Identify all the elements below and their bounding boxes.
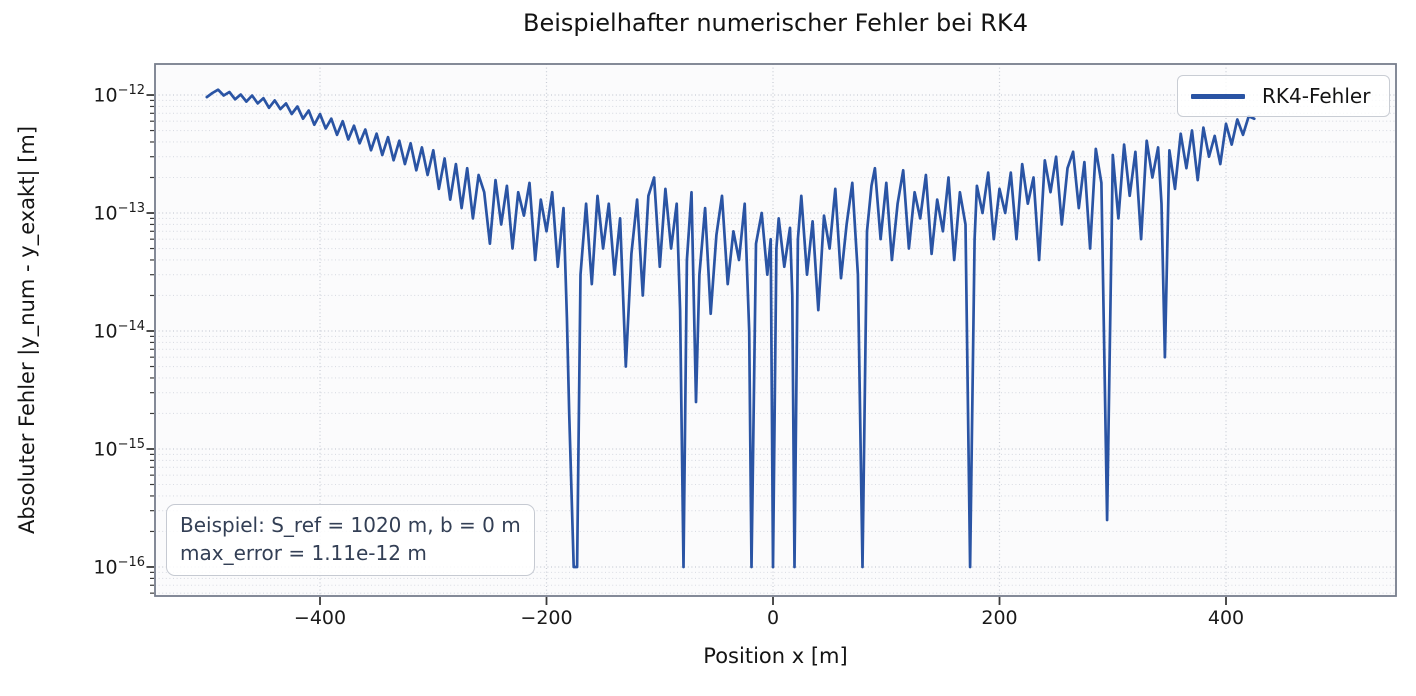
x-tick-label: −200 xyxy=(520,607,573,629)
legend-line-swatch xyxy=(1191,93,1245,99)
legend: RK4-Fehler xyxy=(1177,75,1390,117)
x-tick-label: 0 xyxy=(766,607,780,629)
axes-spines xyxy=(154,63,1397,597)
x-tick-label: 400 xyxy=(1207,607,1245,629)
error-line xyxy=(205,88,1256,569)
chart-title: Beispielhafter numerischer Fehler bei RK… xyxy=(522,9,1028,37)
x-tick-label: 200 xyxy=(981,607,1018,629)
y-tick-label: 10−14 xyxy=(93,319,145,343)
y-tick-label: 10−15 xyxy=(93,436,145,461)
annotation-line-1: Beispiel: S_ref = 1020 m, b = 0 m xyxy=(180,513,521,537)
y-tick-label: 10−12 xyxy=(93,83,145,107)
y-tick-label: 10−16 xyxy=(93,554,145,579)
annotation-box: Beispiel: S_ref = 1020 m, b = 0 m max_er… xyxy=(166,504,535,576)
annotation-line-2: max_error = 1.11e-12 m xyxy=(180,541,427,566)
y-tick-label: 10−13 xyxy=(93,201,145,225)
x-axis-label: Position x [m] xyxy=(703,644,848,668)
legend-label: RK4-Fehler xyxy=(1262,84,1371,108)
x-tick-label: −400 xyxy=(293,607,347,629)
